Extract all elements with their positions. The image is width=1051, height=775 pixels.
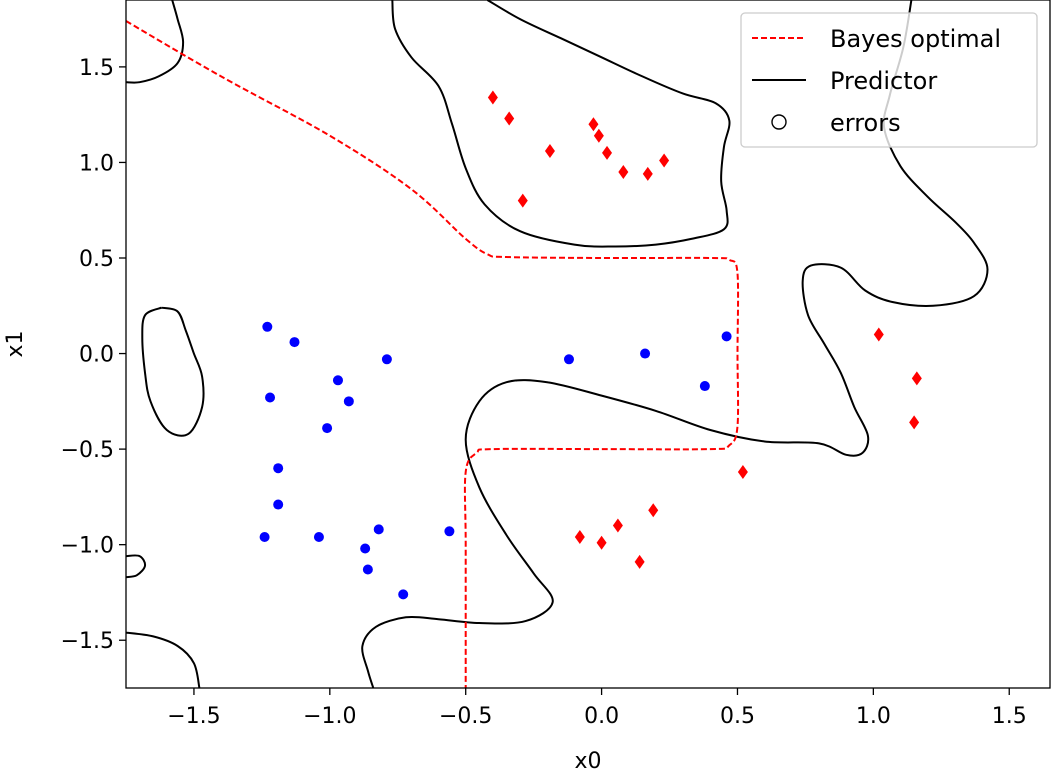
x-tick-label: 0.5 bbox=[720, 704, 755, 729]
predictor-contour-2 bbox=[361, 0, 989, 688]
legend-box bbox=[740, 12, 1038, 148]
y-tick-label: 1.0 bbox=[79, 151, 114, 176]
legend-label: Predictor bbox=[830, 67, 937, 95]
data-point-dot-5 bbox=[265, 392, 276, 403]
data-point-diamond-6 bbox=[618, 165, 629, 179]
x-tick-label: 0.0 bbox=[584, 704, 619, 729]
data-point-dot-12 bbox=[360, 543, 371, 554]
predictor-contour-1 bbox=[391, 0, 731, 248]
data-point-diamond-0 bbox=[487, 90, 498, 105]
data-point-dot-1 bbox=[289, 337, 300, 348]
y-axis-ticks: −1.5 −1.0 −0.5 0.0 0.5 1.0 1.5 bbox=[61, 56, 126, 654]
data-point-dot-17 bbox=[640, 348, 651, 359]
data-point-dot-10 bbox=[313, 532, 324, 543]
axes-frame bbox=[125, 0, 1051, 689]
legend-label: Bayes optimal bbox=[830, 25, 1001, 53]
x-axis-ticks: −1.5 −1.0 −0.5 0.0 0.5 1.0 1.5 bbox=[167, 688, 1027, 729]
data-point-dot-16 bbox=[563, 354, 574, 365]
data-point-dot-11 bbox=[373, 524, 384, 535]
x-tick-label: −0.5 bbox=[439, 704, 492, 729]
data-point-dot-15 bbox=[444, 526, 455, 537]
legend-open-circle-icon bbox=[771, 114, 787, 130]
data-point-diamond-15 bbox=[612, 518, 623, 533]
predictor-contour-4 bbox=[126, 554, 147, 579]
x-axis-label: x0 bbox=[574, 749, 601, 774]
data-point-dot-14 bbox=[398, 589, 409, 600]
data-point-diamond-2 bbox=[588, 117, 599, 132]
y-tick-label: −1.5 bbox=[61, 629, 114, 654]
y-tick-label: −0.5 bbox=[61, 438, 114, 463]
bayes-optimal-line bbox=[126, 20, 740, 688]
data-point-diamond-17 bbox=[596, 535, 607, 550]
x-tick-label: 1.0 bbox=[856, 704, 891, 729]
data-point-diamond-12 bbox=[909, 415, 920, 430]
y-tick-label: 0.0 bbox=[79, 343, 114, 368]
legend-label: errors bbox=[830, 109, 901, 137]
predictor-contour-0 bbox=[126, 0, 185, 84]
data-point-dot-6 bbox=[322, 423, 333, 434]
data-point-dot-19 bbox=[699, 381, 710, 392]
predictor-contour-5 bbox=[126, 631, 201, 688]
data-point-diamond-11 bbox=[911, 371, 922, 386]
plot-area bbox=[126, 0, 989, 688]
y-axis-label: x1 bbox=[3, 330, 28, 357]
data-point-dot-18 bbox=[721, 331, 732, 342]
data-point-dot-0 bbox=[262, 321, 273, 332]
data-point-diamond-1 bbox=[504, 111, 515, 126]
data-point-diamond-13 bbox=[737, 465, 748, 480]
x-tick-label: −1.0 bbox=[303, 704, 356, 729]
data-point-dot-3 bbox=[332, 375, 343, 386]
y-tick-label: 0.5 bbox=[79, 247, 114, 272]
data-point-dot-13 bbox=[362, 564, 373, 575]
x-tick-label: 1.5 bbox=[992, 704, 1027, 729]
data-point-dot-8 bbox=[273, 499, 284, 510]
data-point-diamond-4 bbox=[602, 145, 613, 160]
legend: Bayes optimal Predictor errors bbox=[740, 12, 1038, 148]
data-point-dot-4 bbox=[343, 396, 354, 407]
data-point-diamond-10 bbox=[873, 327, 884, 342]
data-point-diamond-3 bbox=[593, 128, 604, 143]
data-point-diamond-8 bbox=[642, 166, 653, 181]
data-point-dot-7 bbox=[273, 463, 284, 474]
data-point-diamond-5 bbox=[544, 143, 555, 158]
y-tick-label: 1.5 bbox=[79, 56, 114, 81]
data-point-diamond-7 bbox=[659, 153, 670, 168]
data-point-diamond-14 bbox=[648, 503, 659, 518]
data-point-diamond-16 bbox=[574, 530, 585, 545]
y-tick-label: −1.0 bbox=[61, 534, 114, 559]
data-point-diamond-18 bbox=[634, 554, 645, 569]
data-point-dot-9 bbox=[259, 532, 270, 543]
predictor-contour-3 bbox=[141, 306, 205, 437]
data-point-dot-2 bbox=[381, 354, 392, 365]
data-point-diamond-9 bbox=[517, 193, 528, 208]
x-tick-label: −1.5 bbox=[167, 704, 220, 729]
